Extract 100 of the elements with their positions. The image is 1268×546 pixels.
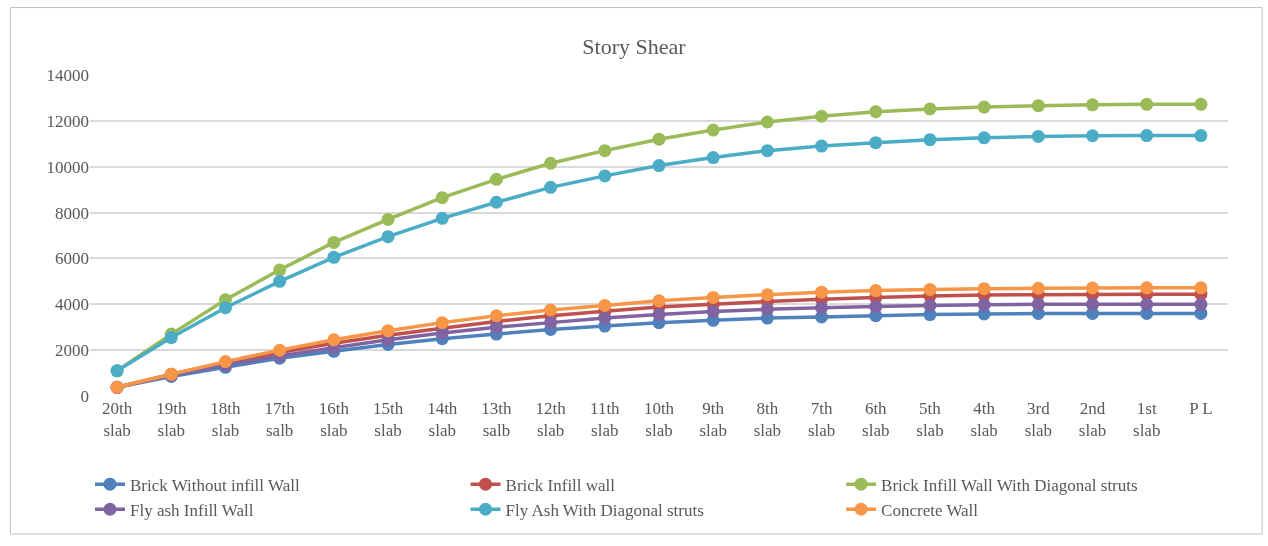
point xyxy=(869,136,883,150)
point xyxy=(1194,281,1208,295)
y-tick-label: 12000 xyxy=(46,111,89,131)
point xyxy=(1031,129,1045,143)
x-tick-label: P L xyxy=(1189,399,1213,418)
point xyxy=(1086,281,1100,295)
y-tick-label: 8000 xyxy=(55,203,89,223)
point xyxy=(1031,297,1045,311)
point xyxy=(1194,297,1208,311)
y-tick-label: 2000 xyxy=(55,341,89,361)
x-tick-label: 1st slab xyxy=(1133,399,1161,441)
point xyxy=(977,298,991,312)
point xyxy=(544,156,558,170)
point xyxy=(273,274,287,288)
point xyxy=(706,151,720,165)
x-tick-label: 16th slab xyxy=(318,399,350,441)
point xyxy=(544,303,558,317)
x-tick-label: 5th slab xyxy=(916,399,944,441)
point xyxy=(544,180,558,194)
point xyxy=(489,309,503,323)
point xyxy=(489,195,503,209)
point xyxy=(598,144,612,158)
point xyxy=(435,191,449,205)
x-tick-label: 11th slab xyxy=(590,399,621,441)
x-tick-label: 3rd slab xyxy=(1024,399,1053,441)
x-tick-label: 4th slab xyxy=(970,399,998,441)
point xyxy=(706,290,720,304)
x-tick-label: 18th slab xyxy=(210,399,242,441)
point xyxy=(1194,129,1208,143)
point xyxy=(327,250,341,264)
y-tick-label: 4000 xyxy=(55,295,89,315)
point xyxy=(760,302,774,316)
legend-label: Fly Ash With Diagonal struts xyxy=(505,500,704,520)
y-tick-label: 6000 xyxy=(55,249,89,269)
point xyxy=(1031,99,1045,113)
point xyxy=(977,131,991,145)
point xyxy=(218,301,232,315)
y-tick-label: 10000 xyxy=(46,157,89,177)
x-tick-label: 2nd slab xyxy=(1078,399,1107,441)
point xyxy=(869,284,883,298)
legend-label: Brick Infill wall xyxy=(505,475,616,495)
x-tick-label: 8th slab xyxy=(753,399,782,441)
x-tick-label: 7th slab xyxy=(807,399,836,441)
point xyxy=(381,230,395,244)
point xyxy=(598,298,612,312)
point xyxy=(1140,297,1154,311)
point xyxy=(869,300,883,314)
point xyxy=(164,331,178,345)
point xyxy=(923,298,937,312)
point xyxy=(760,288,774,302)
point xyxy=(652,132,666,146)
point xyxy=(815,109,829,123)
point xyxy=(923,133,937,147)
point xyxy=(977,100,991,114)
point xyxy=(652,308,666,322)
x-tick-label: 12th slab xyxy=(535,399,567,441)
point xyxy=(544,316,558,330)
point xyxy=(652,159,666,173)
x-tick-label: 14th slab xyxy=(427,399,458,441)
point xyxy=(489,172,503,186)
point xyxy=(1031,281,1045,295)
point xyxy=(1086,129,1100,143)
point xyxy=(706,123,720,137)
point xyxy=(869,105,883,119)
point xyxy=(760,115,774,129)
chart-title: Story Shear xyxy=(582,33,687,59)
point xyxy=(1086,297,1100,311)
point xyxy=(435,211,449,225)
x-tick-label: 20th slab xyxy=(101,399,133,441)
point xyxy=(977,282,991,296)
point xyxy=(327,235,341,249)
point xyxy=(652,294,666,308)
point xyxy=(381,324,395,338)
point xyxy=(1194,97,1208,111)
legend-label: Concrete Wall xyxy=(881,500,979,520)
point xyxy=(489,320,503,334)
x-tick-label: 6th slab xyxy=(862,399,890,441)
legend-label: Fly ash Infill Wall xyxy=(130,500,254,520)
x-tick-label: 17th salb xyxy=(264,399,296,441)
point xyxy=(1140,281,1154,295)
point xyxy=(706,305,720,319)
point xyxy=(760,144,774,158)
point xyxy=(1140,129,1154,143)
point xyxy=(815,285,829,299)
point xyxy=(1086,98,1100,112)
x-tick-label: 13th salb xyxy=(481,399,513,441)
point xyxy=(598,169,612,183)
x-tick-label: 15th slab xyxy=(372,399,404,441)
point xyxy=(598,311,612,325)
point xyxy=(381,212,395,226)
x-tick-label: 10th slab xyxy=(643,399,675,441)
x-tick-label: 19th slab xyxy=(156,399,187,441)
point xyxy=(273,263,287,277)
point xyxy=(923,282,937,296)
y-tick-label: 0 xyxy=(80,386,89,406)
legend-label: Brick Without infill Wall xyxy=(130,475,300,495)
legend-label: Brick Infill Wall With Diagonal struts xyxy=(881,475,1138,495)
y-tick-label: 14000 xyxy=(46,65,89,85)
point xyxy=(923,102,937,116)
point xyxy=(1140,97,1154,111)
